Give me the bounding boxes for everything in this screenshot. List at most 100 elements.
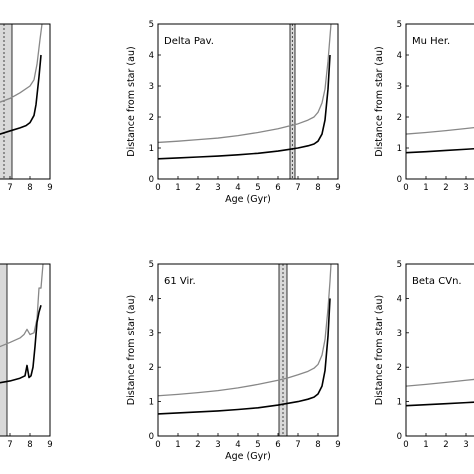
y-tick-label: 2 [149, 113, 154, 123]
y-tick-label: 4 [397, 51, 402, 61]
x-tick-label: 2 [195, 183, 200, 193]
x-tick-label: 0 [155, 440, 160, 450]
x-tick-label: 1 [423, 183, 428, 193]
x-tick-label: 7 [7, 183, 12, 193]
age-band [0, 264, 8, 436]
series-line-1 [158, 264, 332, 397]
panel-title: 61 Vir. [164, 276, 196, 287]
axes-frame [157, 23, 339, 180]
series-line-2 [406, 401, 474, 407]
age-band [0, 24, 13, 179]
y-tick-label: 5 [149, 20, 154, 30]
x-tick-label: 4 [235, 183, 240, 193]
x-tick-label: 9 [47, 183, 52, 193]
plot-area [406, 378, 474, 407]
x-tick-label: 7 [7, 440, 12, 450]
y-tick-label: 1 [149, 144, 154, 154]
y-tick-label: 3 [149, 82, 154, 92]
x-tick-label: 0 [403, 183, 408, 193]
panel-top-right: 01234012345Distance from star (au)Mu Her… [374, 20, 474, 193]
plot-area [406, 126, 474, 154]
plot-area [0, 24, 43, 179]
y-axis-label: Distance from star (au) [126, 46, 137, 156]
x-tick-label: 3 [463, 183, 468, 193]
y-tick-label: 5 [149, 260, 154, 270]
axes-frame [157, 263, 339, 437]
series-line-2 [0, 54, 42, 135]
plot-area [158, 264, 332, 436]
x-tick-label: 2 [443, 440, 448, 450]
axes-frame [0, 263, 51, 437]
x-tick-label: 5 [255, 440, 260, 450]
series-line-2 [406, 147, 474, 154]
x-tick-label: 9 [335, 440, 340, 450]
x-tick-label: 7 [295, 440, 300, 450]
plot-area [0, 264, 44, 436]
series-line-2 [158, 54, 331, 160]
x-tick-label: 3 [215, 183, 220, 193]
y-tick-label: 1 [397, 144, 402, 154]
panel-bottom-right: 01234012345Distance from star (au)Beta C… [374, 260, 474, 450]
plot-area [158, 24, 332, 179]
axes-frame [405, 23, 474, 180]
y-tick-label: 4 [149, 51, 154, 61]
x-tick-label: 5 [255, 183, 260, 193]
y-tick-label: 3 [149, 329, 154, 339]
panel-title: Beta CVn. [412, 276, 462, 287]
panel-title: Delta Pav. [164, 36, 214, 47]
y-tick-label: 1 [397, 398, 402, 408]
axes-frame [405, 263, 474, 437]
y-tick-label: 5 [397, 20, 402, 30]
x-tick-label: 2 [443, 183, 448, 193]
panel-title: Mu Her. [412, 36, 450, 47]
y-tick-label: 0 [149, 175, 154, 185]
y-tick-label: 4 [397, 294, 402, 304]
x-tick-label: 0 [155, 183, 160, 193]
x-tick-label: 8 [27, 440, 32, 450]
y-axis-label: Distance from star (au) [126, 295, 137, 405]
y-tick-label: 3 [397, 329, 402, 339]
y-axis-label: Distance from star (au) [374, 295, 385, 405]
x-tick-label: 7 [295, 183, 300, 193]
x-tick-label: 8 [315, 440, 320, 450]
x-tick-label: 3 [463, 440, 468, 450]
y-tick-label: 2 [397, 113, 402, 123]
x-tick-label: 6 [275, 440, 280, 450]
x-tick-label: 3 [215, 440, 220, 450]
x-tick-label: 8 [27, 183, 32, 193]
y-tick-label: 2 [149, 363, 154, 373]
y-tick-label: 0 [397, 175, 402, 185]
x-tick-label: 6 [275, 183, 280, 193]
y-tick-label: 1 [149, 398, 154, 408]
x-tick-label: 2 [195, 440, 200, 450]
series-line-1 [0, 24, 43, 103]
x-tick-label: 4 [235, 440, 240, 450]
series-line-1 [0, 264, 44, 348]
y-tick-label: 3 [397, 82, 402, 92]
series-line-2 [158, 298, 331, 415]
series-line-1 [406, 126, 474, 135]
y-axis-label: Distance from star (au) [374, 46, 385, 156]
y-tick-label: 2 [397, 363, 402, 373]
x-tick-label: 9 [47, 440, 52, 450]
x-tick-label: 8 [315, 183, 320, 193]
x-tick-label: 1 [175, 183, 180, 193]
x-axis-label: Age (Gyr) [225, 194, 271, 205]
y-tick-label: 0 [149, 432, 154, 442]
x-tick-label: 0 [403, 440, 408, 450]
x-tick-label: 1 [423, 440, 428, 450]
y-tick-label: 4 [149, 294, 154, 304]
series-line-2 [0, 305, 42, 384]
y-tick-label: 0 [397, 432, 402, 442]
series-line-1 [158, 24, 332, 144]
axes-frame [0, 23, 51, 180]
x-tick-label: 9 [335, 183, 340, 193]
series-line-1 [406, 378, 474, 387]
x-tick-label: 1 [175, 440, 180, 450]
x-axis-label: Age (Gyr) [225, 451, 271, 462]
